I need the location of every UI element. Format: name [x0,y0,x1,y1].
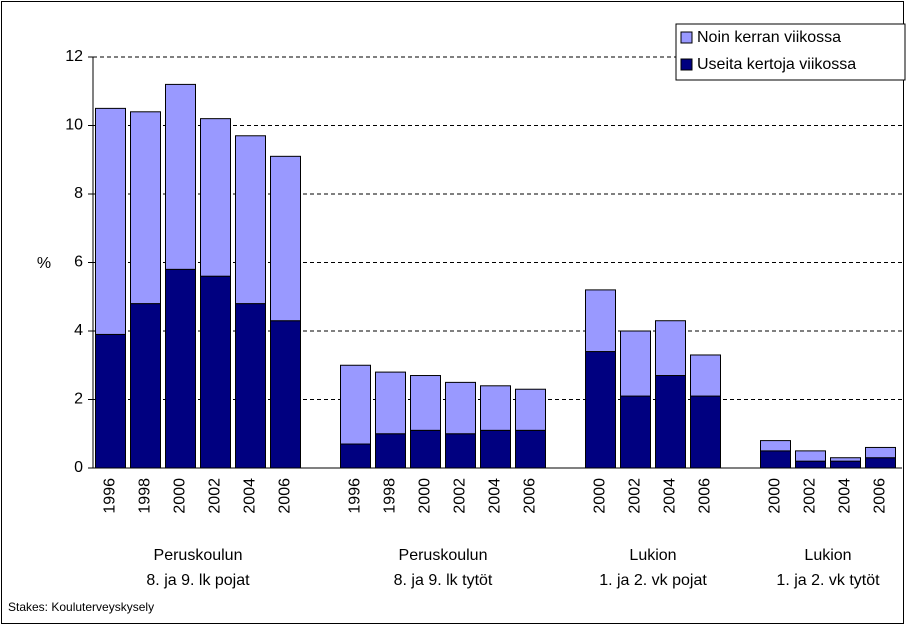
bar-segment [165,83,196,270]
x-tick-label: 2006 [697,478,714,514]
x-tick-label: 1996 [347,478,364,514]
bar-segment [830,457,861,462]
x-tick-label: 2004 [662,478,679,514]
bar-segment [830,460,861,469]
x-tick-label: 2002 [802,478,819,514]
bar-segment [620,395,651,469]
y-tick-label: 0 [74,459,83,476]
legend-swatch [680,58,693,71]
bar-segment [585,351,616,469]
bar-segment [620,330,651,397]
x-tick-label: 2006 [277,478,294,514]
y-tick-label: 2 [74,391,83,408]
x-tick-label: 1996 [102,478,119,514]
x-tick-label: 2000 [767,478,784,514]
y-tick-label: 4 [74,322,83,339]
bar-segment [795,450,826,462]
bar-segment [480,429,511,469]
group-label: Lukion [629,547,676,564]
x-tick-label: 2002 [207,478,224,514]
x-tick-label: 2000 [592,478,609,514]
x-tick-label: 2000 [417,478,434,514]
bar-segment [515,388,546,431]
x-tick-label: 2002 [452,478,469,514]
bar-segment [235,135,266,305]
bar-segment [410,375,441,431]
x-tick-label: 2000 [172,478,189,514]
bar-segment [95,333,126,469]
bar-segment [760,440,791,452]
bar-segment [515,429,546,469]
legend-swatch [680,31,693,44]
legend-label: Noin kerran viikossa [697,29,841,46]
bar-segment [340,364,371,445]
group-label: Peruskoulun [399,547,488,564]
y-tick-label: 12 [65,48,83,65]
bar-segment [375,371,406,435]
x-tick-label: 2004 [242,478,259,514]
x-tick-label: 2004 [487,478,504,514]
group-label: Lukion [804,547,851,564]
x-tick-label: 2006 [872,478,889,514]
group-label: 8. ja 9. lk tytöt [394,572,493,589]
x-tick-label: 1998 [137,478,154,514]
bar-segment [95,107,126,335]
y-tick-label: 8 [74,185,83,202]
bar-segment [795,460,826,469]
bar-segment [235,303,266,469]
x-tick-label: 2002 [627,478,644,514]
group-label: Peruskoulun [154,547,243,564]
group-label: 1. ja 2. vk tytöt [776,572,880,589]
bar-segment [445,433,476,469]
bar-segment [655,320,686,377]
source: Stakes: Kouluterveyskysely [8,600,154,614]
bar-segment [480,385,511,431]
group-label: 1. ja 2. vk pojat [599,572,707,589]
bar-segment [865,457,896,469]
x-tick-label: 1998 [382,478,399,514]
bar-segment [165,268,196,469]
x-tick-label: 2006 [522,478,539,514]
bar-segment [410,429,441,469]
legend-label: Useita kertoja viikossa [697,56,856,73]
y-tick-label: 10 [65,117,83,134]
bar-segment [270,320,301,469]
bar-segment [340,443,371,469]
bar-segment [270,155,301,322]
bar-segment [760,450,791,469]
bar-segment [655,375,686,469]
legend-box [675,23,906,81]
bar-segment [130,111,161,305]
bar-segment [690,395,721,469]
bar-segment [445,381,476,435]
group-label: 8. ja 9. lk pojat [146,572,250,589]
bar-segment [865,446,896,459]
bar-segment [585,289,616,353]
bar-segment [690,354,721,397]
bar-segment [130,303,161,469]
y-axis-label: % [37,255,51,272]
bar-segment [375,433,406,469]
bar-segment [200,275,231,469]
x-tick-label: 2004 [837,478,854,514]
y-tick-label: 6 [74,254,83,271]
bar-segment [200,118,231,277]
